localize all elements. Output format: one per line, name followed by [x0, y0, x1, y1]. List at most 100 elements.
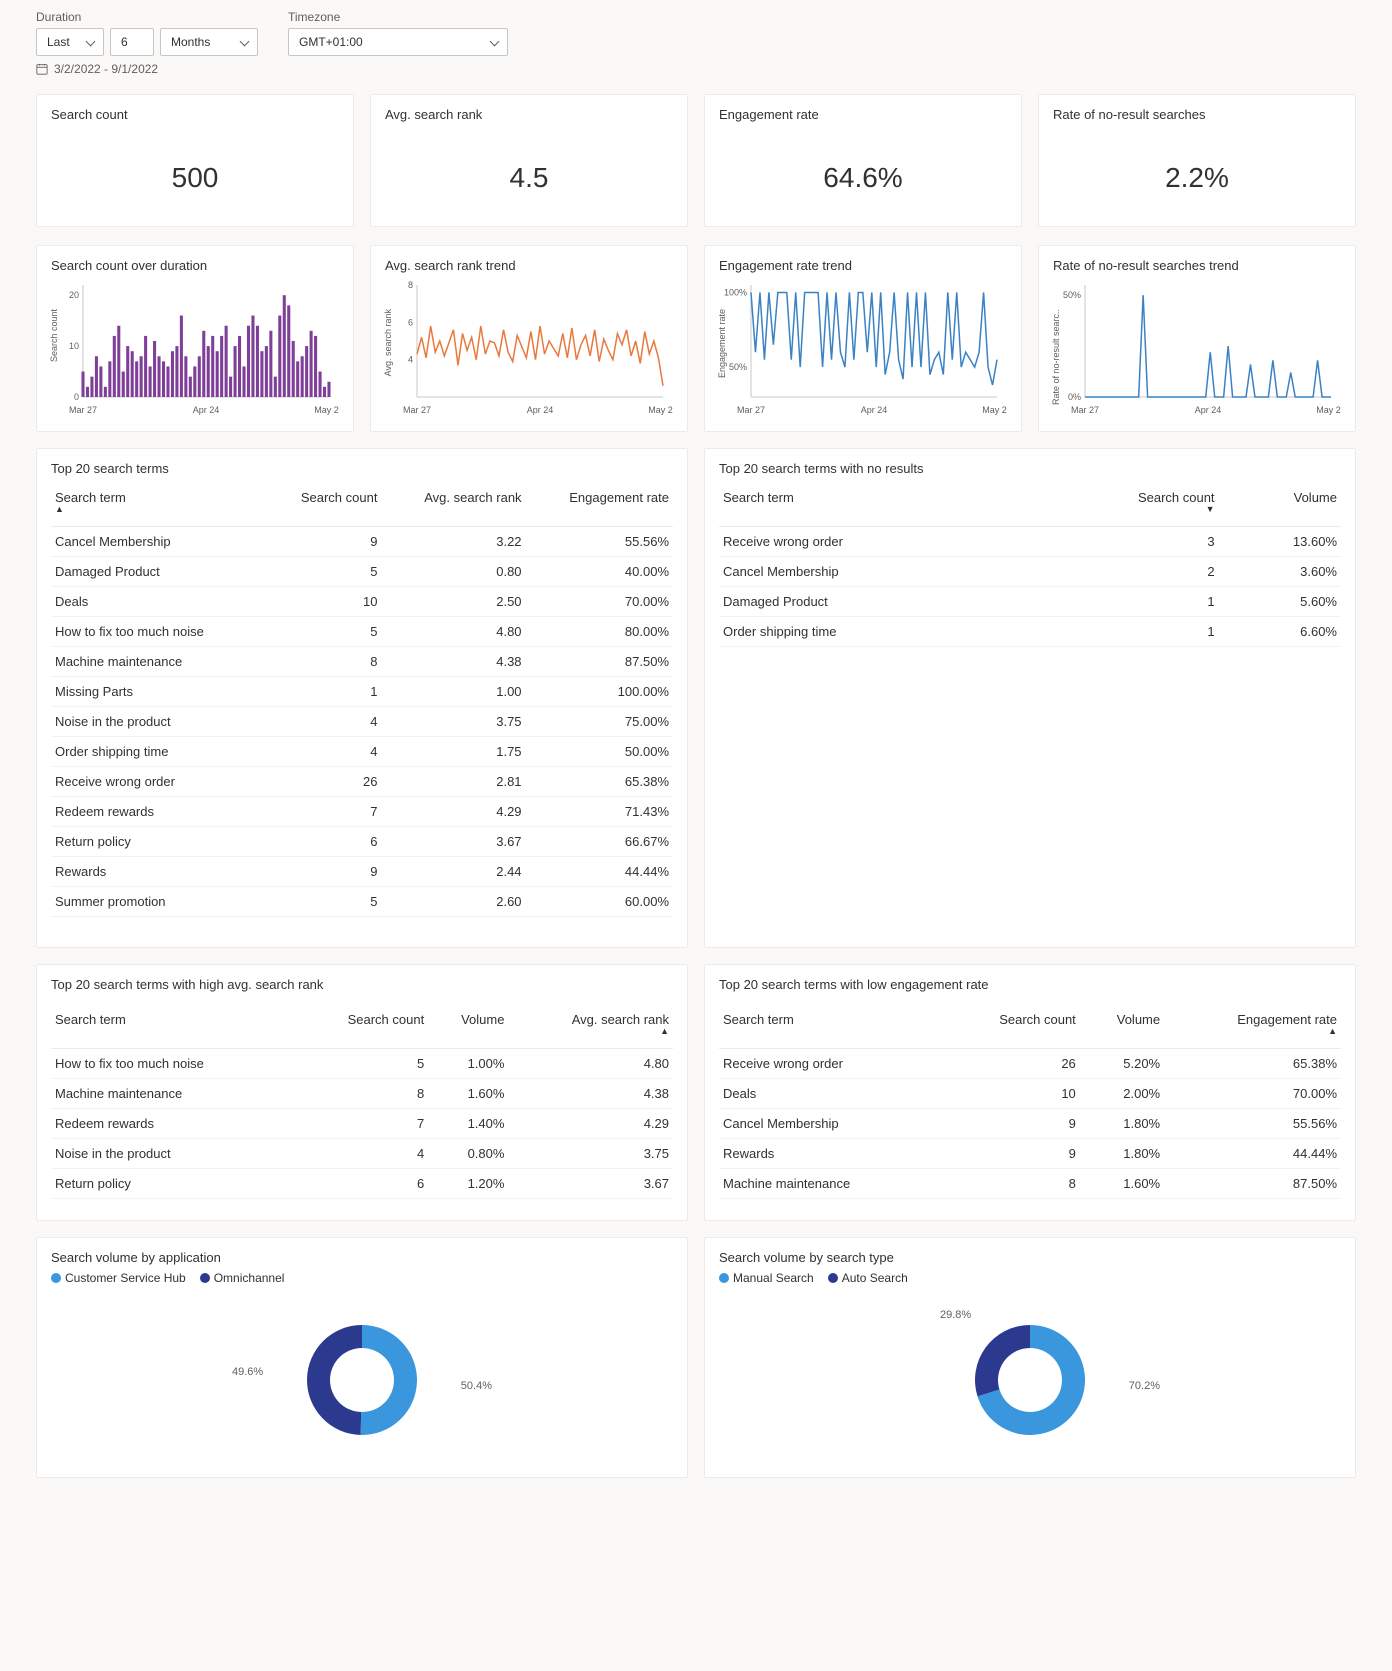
svg-text:0%: 0% — [1068, 392, 1081, 402]
table-row[interactable]: Machine maintenance84.3887.50% — [51, 647, 673, 677]
table-row[interactable]: Machine maintenance81.60%87.50% — [719, 1169, 1341, 1199]
col-header[interactable]: Volume — [1080, 1004, 1164, 1049]
table-row[interactable]: Machine maintenance81.60%4.38 — [51, 1079, 673, 1109]
table-row[interactable]: Damaged Product50.8040.00% — [51, 557, 673, 587]
chevron-down-icon — [491, 38, 501, 48]
col-header[interactable]: Engagement rate▲ — [1164, 1004, 1341, 1049]
kpi-card-2: Engagement rate 64.6% — [704, 94, 1022, 227]
svg-text:100%: 100% — [724, 287, 747, 297]
duration-unit-select[interactable]: Months — [160, 28, 258, 56]
col-header[interactable]: Engagement rate — [526, 482, 673, 527]
table-row[interactable]: Cancel Membership23.60% — [719, 557, 1341, 587]
table-row[interactable]: Summer promotion52.6060.00% — [51, 887, 673, 917]
svg-text:Apr 24: Apr 24 — [193, 405, 220, 415]
svg-text:May 22: May 22 — [1316, 405, 1341, 415]
duration-count-select[interactable]: 6 — [110, 28, 154, 56]
table-row[interactable]: Redeem rewards71.40%71.43% — [719, 1199, 1341, 1209]
trend-card-3: Rate of no-result searches trend Rate of… — [1038, 245, 1356, 432]
svg-text:50%: 50% — [1063, 290, 1081, 300]
table-row[interactable]: Missing Parts11.00100.00% — [51, 677, 673, 707]
svg-text:0: 0 — [74, 392, 79, 402]
legend-dot — [51, 1273, 61, 1283]
trend-chart: Engagement rate 50%100%Mar 27Apr 24May 2… — [719, 279, 1007, 419]
card-title: Search volume by search type — [719, 1250, 1341, 1265]
kpi-value: 4.5 — [385, 128, 673, 214]
table-row[interactable]: Return policy61.20%3.67 — [51, 1169, 673, 1199]
trend-chart: Rate of no-result searc.. 0%50%Mar 27Apr… — [1053, 279, 1341, 419]
kpi-title: Engagement rate — [719, 107, 1007, 122]
table-row[interactable]: Cancel Membership91.80%3.22 — [51, 1199, 673, 1209]
table-row[interactable]: Return policy63.6766.67% — [51, 827, 673, 857]
svg-text:4: 4 — [408, 355, 413, 365]
kpi-title: Rate of no-result searches — [1053, 107, 1341, 122]
svg-text:May 22: May 22 — [982, 405, 1007, 415]
card-title: Top 20 search terms with high avg. searc… — [51, 977, 673, 992]
donut-chart — [282, 1300, 442, 1460]
table-row[interactable]: Deals102.5070.00% — [51, 587, 673, 617]
chevron-down-icon — [241, 38, 251, 48]
col-header[interactable]: Search term — [719, 482, 1020, 527]
col-header[interactable]: Volume — [1219, 482, 1341, 527]
table-row[interactable]: Damaged Product15.60% — [719, 587, 1341, 617]
kpi-card-0: Search count 500 — [36, 94, 354, 227]
date-range: 3/2/2022 - 9/1/2022 — [36, 62, 1356, 76]
table-row[interactable]: Order shipping time16.60% — [719, 617, 1341, 647]
card-title: Top 20 search terms with no results — [719, 461, 1341, 476]
table-row[interactable]: Cancel Membership91.80%55.56% — [719, 1109, 1341, 1139]
svg-text:50%: 50% — [729, 362, 747, 372]
table-row[interactable]: Order shipping time41.7550.00% — [51, 737, 673, 767]
trend-title: Rate of no-result searches trend — [1053, 258, 1341, 273]
table-row[interactable]: Deals102.00%70.00% — [719, 1079, 1341, 1109]
donut-chart — [950, 1300, 1110, 1460]
col-header[interactable]: Search term▲ — [51, 482, 266, 527]
legend-item: Manual Search — [719, 1271, 814, 1285]
table-row[interactable]: Redeem rewards74.2971.43% — [51, 797, 673, 827]
svg-text:6: 6 — [408, 317, 413, 327]
col-header[interactable]: Volume — [428, 1004, 508, 1049]
duration-label: Duration — [36, 10, 258, 24]
card-title: Search volume by application — [51, 1250, 673, 1265]
trend-card-2: Engagement rate trend Engagement rate 50… — [704, 245, 1022, 432]
calendar-icon — [36, 63, 48, 75]
table-row[interactable]: Noise in the product43.7575.00% — [51, 707, 673, 737]
table-row[interactable]: Redeem rewards71.40%4.29 — [51, 1109, 673, 1139]
table-row[interactable]: Receive wrong order265.20%65.38% — [719, 1049, 1341, 1079]
svg-text:Apr 24: Apr 24 — [861, 405, 888, 415]
kpi-value: 500 — [51, 128, 339, 214]
filter-bar: Duration Last 6 Months Timezone GMT+01:0… — [36, 10, 1356, 56]
card-title: Top 20 search terms — [51, 461, 673, 476]
svg-text:20: 20 — [69, 290, 79, 300]
table-row[interactable]: Noise in the product40.80%3.75 — [51, 1139, 673, 1169]
table-row[interactable]: Rewards91.80%44.44% — [719, 1139, 1341, 1169]
col-header[interactable]: Avg. search rank — [381, 482, 525, 527]
col-header[interactable]: Search term — [51, 1004, 296, 1049]
timezone-select[interactable]: GMT+01:00 — [288, 28, 508, 56]
trend-card-1: Avg. search rank trend Avg. search rank … — [370, 245, 688, 432]
table-row[interactable]: How to fix too much noise54.8080.00% — [51, 617, 673, 647]
kpi-title: Avg. search rank — [385, 107, 673, 122]
col-header[interactable]: Search term — [719, 1004, 941, 1049]
legend-dot — [719, 1273, 729, 1283]
legend-dot — [828, 1273, 838, 1283]
kpi-card-3: Rate of no-result searches 2.2% — [1038, 94, 1356, 227]
col-header[interactable]: Search count — [941, 1004, 1080, 1049]
trend-chart: Avg. search rank 468Mar 27Apr 24May 22 — [385, 279, 673, 419]
col-header[interactable]: Search count — [266, 482, 382, 527]
col-header[interactable]: Search count▼ — [1020, 482, 1219, 527]
table-row[interactable]: How to fix too much noise51.00%4.80 — [51, 1049, 673, 1079]
col-header[interactable]: Search count — [296, 1004, 428, 1049]
legend-dot — [200, 1273, 210, 1283]
svg-text:Mar 27: Mar 27 — [403, 405, 431, 415]
table-row[interactable]: Rewards92.4444.44% — [51, 857, 673, 887]
svg-text:May 22: May 22 — [648, 405, 673, 415]
table-row[interactable]: Receive wrong order313.60% — [719, 527, 1341, 557]
trend-title: Engagement rate trend — [719, 258, 1007, 273]
card-top20-search-terms: Top 20 search terms Search term▲Search c… — [36, 448, 688, 948]
card-donut-application: Search volume by application Customer Se… — [36, 1237, 688, 1478]
chevron-down-icon — [87, 38, 97, 48]
duration-direction-select[interactable]: Last — [36, 28, 104, 56]
table-row[interactable]: Cancel Membership93.2255.56% — [51, 527, 673, 557]
table-row[interactable]: Receive wrong order262.8165.38% — [51, 767, 673, 797]
kpi-value: 2.2% — [1053, 128, 1341, 214]
col-header[interactable]: Avg. search rank▲ — [508, 1004, 673, 1049]
